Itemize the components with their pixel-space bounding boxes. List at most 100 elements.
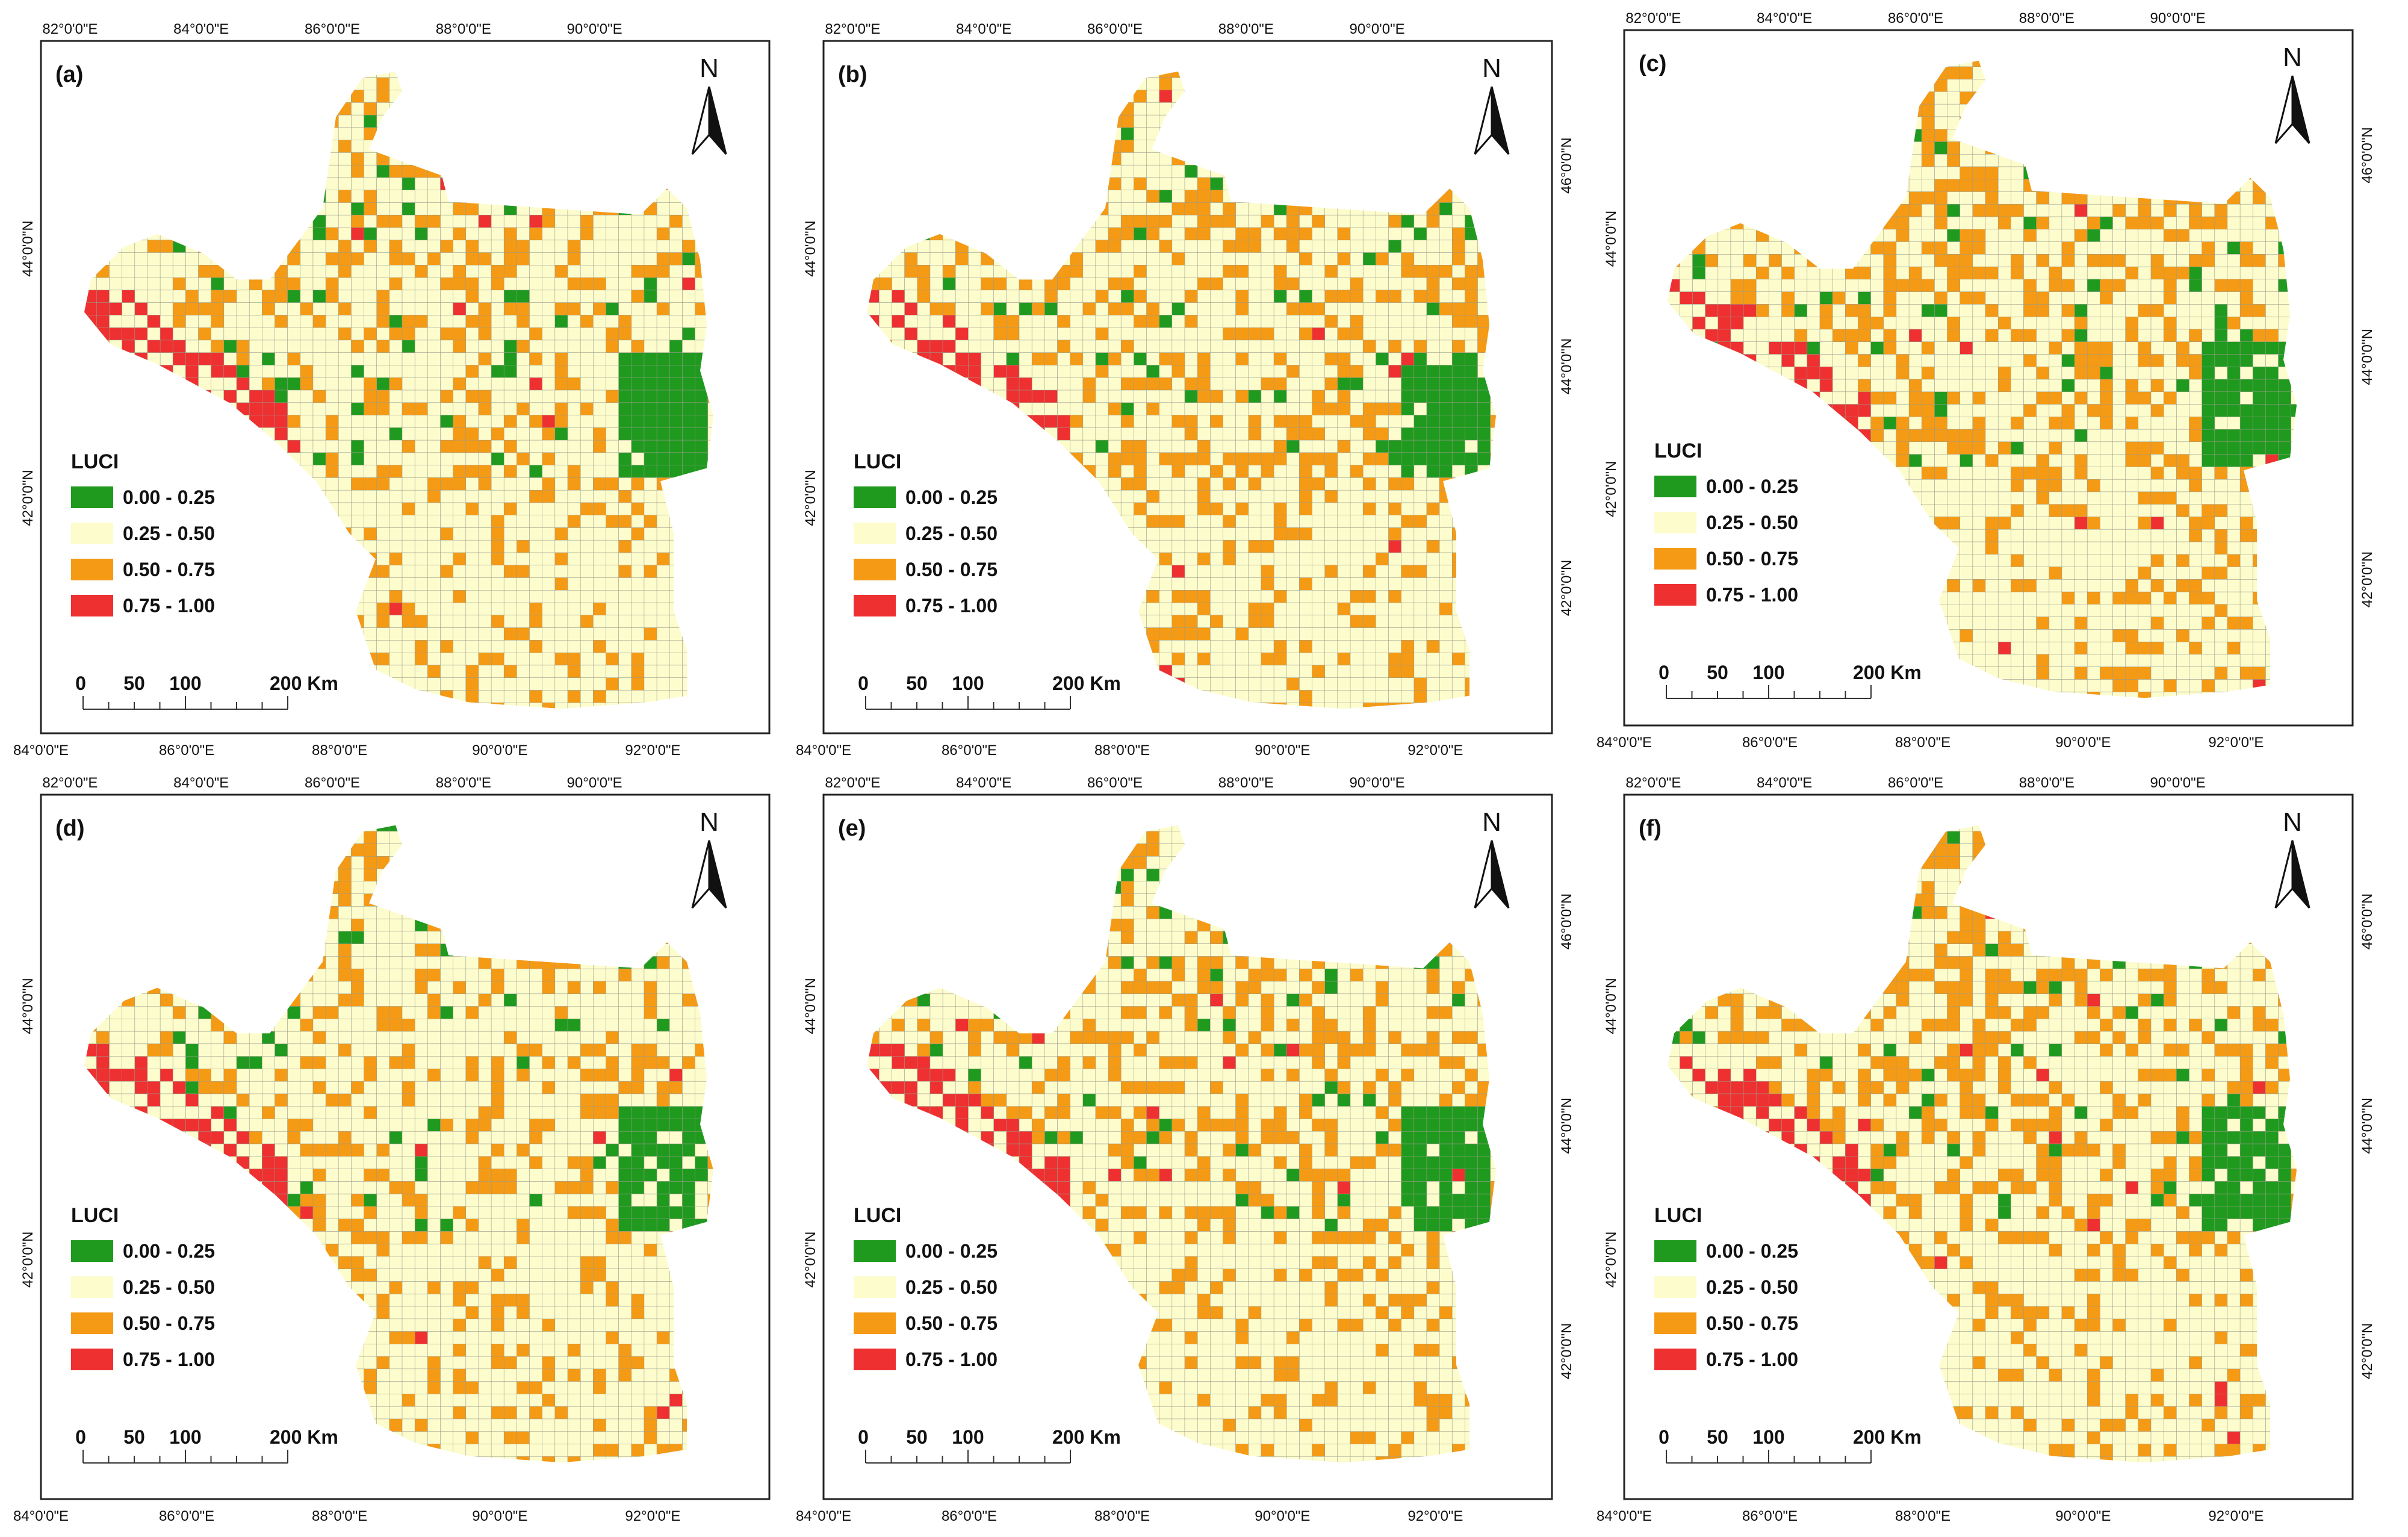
luci-cell [878,164,892,178]
luci-cell [478,615,492,629]
luci-cell [867,402,880,416]
luci-cell [529,589,543,603]
luci-cell [1477,365,1491,378]
luci-cell [1006,252,1020,265]
luci-cell [904,402,918,416]
luci-cell [325,640,339,653]
luci-cell [1261,90,1274,103]
luci-cell [1439,552,1453,566]
luci-cell [1375,515,1389,529]
luci-cell [287,202,301,216]
luci-cell [606,202,619,216]
luci-cell [1120,377,1134,391]
luci-cell [707,227,714,241]
luci-cell [592,164,606,178]
luci-cell [1375,140,1389,153]
luci-cell [1350,390,1364,403]
luci-cell [1248,290,1262,303]
luci-cell [1070,140,1084,153]
luci-cell [1057,502,1071,516]
luci-cell [1171,365,1185,378]
luci-cell [1159,177,1173,191]
luci-cell [1031,340,1045,353]
luci-cell [904,202,918,216]
luci-cell [1044,402,1058,416]
luci-cell [325,627,339,641]
luci-cell [1477,164,1491,178]
luci-cell [261,152,275,166]
luci-cell [236,577,250,591]
luci-cell [1159,227,1173,241]
luci-cell [1235,327,1249,341]
luci-cell [312,415,326,428]
luci-cell [478,427,492,441]
luci-cell [554,214,568,228]
luci-cell [606,602,619,616]
luci-cell [134,290,148,303]
luci-cell [261,415,275,428]
luci-cell [503,340,517,353]
luci-cell [109,415,123,428]
luci-cell [721,328,733,340]
luci-cell [1439,177,1453,191]
luci-cell [1413,465,1427,478]
luci-cell [618,627,632,641]
luci-cell [631,102,645,116]
luci-cell [300,340,314,353]
luci-cell [1082,240,1096,253]
luci-cell [1171,190,1185,203]
luci-cell [325,515,339,529]
north-arrow-icon [691,86,710,155]
luci-cell [1324,152,1338,166]
luci-cell [669,690,683,703]
luci-cell [904,102,918,116]
luci-cell [1248,252,1262,265]
luci-cell [721,278,733,290]
luci-cell [1286,427,1300,441]
luci-cell [721,265,733,278]
luci-cell [854,178,866,190]
luci-cell [1273,140,1287,153]
luci-cell [1223,377,1237,391]
luci-cell [917,90,931,103]
luci-cell [592,640,606,653]
luci-cell [491,227,504,241]
luci-cell [440,190,454,203]
luci-cell [1108,102,1122,116]
luci-cell [1197,164,1211,178]
luci-cell [1070,214,1084,228]
luci-cell [592,690,606,703]
luci-cell [1108,439,1122,453]
luci-cell [440,640,454,653]
luci-cell [580,690,594,703]
luci-cell [351,190,365,203]
luci-cell [517,502,530,516]
luci-cell [1324,565,1338,579]
luci-cell [465,327,479,341]
luci-cell [1235,352,1249,366]
luci-cell [682,114,696,128]
luci-cell [402,539,415,553]
luci-cell [1261,315,1274,328]
luci-cell [1171,352,1185,366]
luci-cell [122,240,135,253]
luci-cell [1134,252,1147,265]
luci-cell [1413,277,1427,291]
luci-cell [414,439,428,453]
luci-cell [542,277,556,291]
luci-cell [287,340,301,353]
luci-cell [929,315,943,328]
luci-cell [554,690,568,703]
luci-cell [656,164,670,178]
luci-cell [236,615,250,629]
luci-cell [1451,102,1465,116]
luci-cell [427,427,441,441]
luci-cell [109,140,123,153]
luci-cell [223,164,237,178]
luci-cell [1337,465,1351,478]
luci-cell [211,352,225,366]
luci-cell [389,377,403,391]
luci-cell [1031,465,1045,478]
luci-cell [351,539,365,553]
luci-cell [389,602,403,616]
